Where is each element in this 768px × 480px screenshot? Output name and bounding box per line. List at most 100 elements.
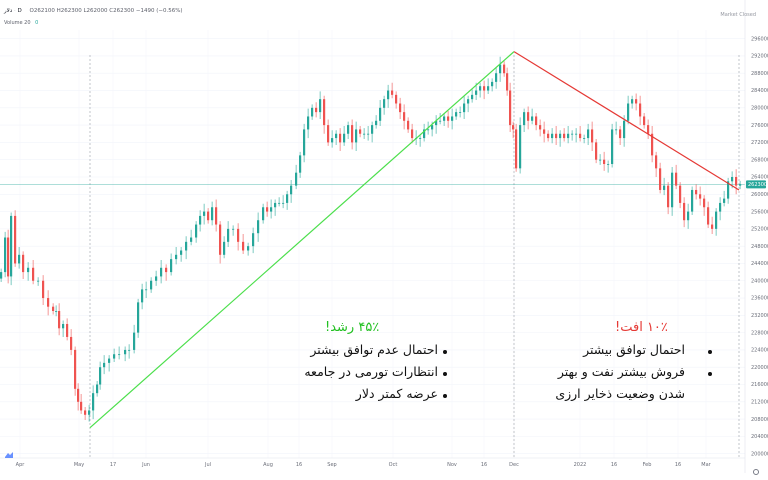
candle-body — [128, 349, 131, 351]
candle-body — [62, 323, 65, 329]
candle-body — [371, 125, 374, 134]
candle-body — [319, 99, 322, 113]
candle-body — [555, 133, 558, 139]
candle-body — [731, 176, 734, 182]
candle-body — [607, 164, 610, 165]
price-tick-label: 204000 — [751, 434, 768, 440]
candle-body — [42, 280, 45, 299]
time-tick-label: 16 — [675, 462, 681, 468]
time-tick-label: Oct — [389, 462, 398, 468]
candle-body — [22, 254, 25, 273]
candle-body — [252, 233, 255, 247]
price-tick-label: 200000 — [751, 451, 768, 457]
candle-body — [619, 129, 622, 139]
candle-body — [7, 237, 10, 277]
candle-body — [459, 112, 462, 113]
candle-body — [379, 107, 382, 121]
candle-body — [343, 133, 346, 143]
candle-body — [74, 349, 77, 389]
candle-body — [675, 172, 678, 186]
candle-body — [483, 86, 486, 91]
price-axis: 296000 292000 288000 284000 280000 276000 2720… — [744, 0, 768, 473]
candle-body — [359, 129, 362, 134]
candle-body — [145, 289, 148, 291]
candle-body — [512, 125, 515, 130]
candle-body — [367, 133, 370, 135]
interval-label[interactable]: D — [17, 8, 22, 14]
candle-body — [515, 129, 518, 169]
price-tick-label: 284000 — [751, 88, 768, 94]
candle-body — [659, 168, 662, 190]
candle-body — [467, 99, 470, 104]
candle-body — [695, 189, 698, 195]
candle-body — [411, 129, 414, 139]
candle-body — [523, 112, 526, 126]
candle-body — [715, 211, 718, 229]
candle-body — [4, 237, 7, 273]
candle-body — [32, 267, 35, 281]
candle-body — [395, 94, 398, 104]
price-tick-label: 252000 — [751, 227, 768, 233]
candle-body — [475, 90, 478, 95]
price-tick-label: 220000 — [751, 365, 768, 371]
time-tick-label: Mar — [701, 462, 711, 468]
candle-body — [543, 129, 546, 134]
candle-body — [703, 198, 706, 208]
price-tick-label: 228000 — [751, 330, 768, 336]
candle-body — [331, 138, 334, 143]
candle-body — [303, 129, 306, 156]
price-tick-label: 244000 — [751, 261, 768, 267]
candle-body — [207, 211, 210, 221]
rise-bullet-2-dot — [443, 372, 447, 376]
rise-trendline — [89, 51, 515, 429]
candle-body — [335, 133, 338, 139]
candle-body — [471, 94, 474, 100]
time-tick-label: Jul — [204, 462, 211, 468]
time-tick-label: 17 — [110, 462, 116, 468]
time-tick-label: 16 — [611, 462, 617, 468]
candle-body — [108, 358, 111, 363]
candle-body — [155, 276, 158, 281]
candle-body — [278, 202, 281, 204]
settings-gear-icon[interactable] — [752, 461, 760, 475]
rise-bullet-1: احتمال عدم توافق بیشتر — [310, 342, 438, 357]
candle-body — [391, 90, 394, 95]
candle-body — [247, 246, 250, 251]
candle-body — [463, 103, 466, 113]
candle-body — [103, 362, 106, 368]
candle-body — [711, 224, 714, 229]
candle-body — [627, 103, 630, 121]
candle-body — [307, 116, 310, 130]
candle-body — [92, 393, 95, 411]
candle-body — [52, 306, 55, 312]
volume-value: 0 — [35, 20, 39, 26]
fall-bullet-1: احتمال توافق بیشتر — [583, 342, 685, 357]
candle-body — [687, 211, 690, 221]
tradingview-logo-icon[interactable] — [4, 443, 14, 458]
candle-body — [211, 207, 214, 221]
candle-body — [723, 198, 726, 203]
candle-body — [599, 159, 602, 161]
candle-body — [347, 125, 350, 134]
candle-body — [719, 202, 722, 212]
candle-body — [27, 267, 30, 273]
volume-legend[interactable]: Volume 20 0 — [4, 20, 38, 26]
candle-body — [431, 125, 434, 130]
candle-body — [699, 194, 702, 199]
time-tick-label: Dec — [509, 462, 519, 468]
price-tick-label: 280000 — [751, 106, 768, 112]
volume-label: Volume 20 — [4, 20, 31, 26]
time-tick-label: Nov — [447, 462, 457, 468]
candle-body — [295, 172, 298, 186]
candle-body — [195, 224, 198, 238]
candle-body — [455, 112, 458, 117]
time-tick-label: 16 — [481, 462, 487, 468]
symbol-label[interactable]: دلار — [4, 8, 13, 14]
candle-body — [559, 133, 562, 139]
price-tick-label: 224000 — [751, 348, 768, 354]
price-tick-label: 264000 — [751, 175, 768, 181]
candle-body — [351, 125, 354, 143]
candle-body — [479, 86, 482, 91]
candle-body — [663, 185, 666, 190]
